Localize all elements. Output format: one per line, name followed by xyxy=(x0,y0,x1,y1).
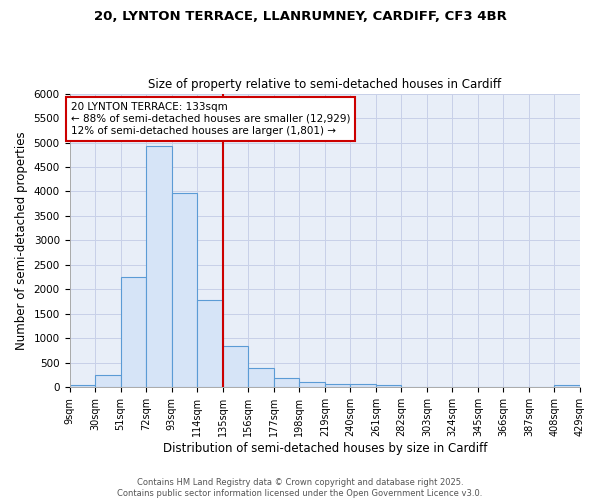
Bar xyxy=(350,384,376,388)
Bar xyxy=(95,375,121,388)
Bar xyxy=(172,193,197,388)
Bar xyxy=(121,276,146,388)
Bar xyxy=(299,382,325,388)
X-axis label: Distribution of semi-detached houses by size in Cardiff: Distribution of semi-detached houses by … xyxy=(163,442,487,455)
Title: Size of property relative to semi-detached houses in Cardiff: Size of property relative to semi-detach… xyxy=(148,78,502,91)
Text: Contains HM Land Registry data © Crown copyright and database right 2025.
Contai: Contains HM Land Registry data © Crown c… xyxy=(118,478,482,498)
Bar xyxy=(274,378,299,388)
Bar xyxy=(248,368,274,388)
Bar xyxy=(325,384,350,388)
Bar xyxy=(146,146,172,388)
Text: 20 LYNTON TERRACE: 133sqm
← 88% of semi-detached houses are smaller (12,929)
12%: 20 LYNTON TERRACE: 133sqm ← 88% of semi-… xyxy=(71,102,350,136)
Text: 20, LYNTON TERRACE, LLANRUMNEY, CARDIFF, CF3 4BR: 20, LYNTON TERRACE, LLANRUMNEY, CARDIFF,… xyxy=(94,10,506,23)
Bar xyxy=(376,384,401,388)
Bar xyxy=(223,346,248,388)
Bar xyxy=(554,385,580,388)
Bar xyxy=(197,300,223,388)
Y-axis label: Number of semi-detached properties: Number of semi-detached properties xyxy=(15,131,28,350)
Bar xyxy=(70,385,95,388)
